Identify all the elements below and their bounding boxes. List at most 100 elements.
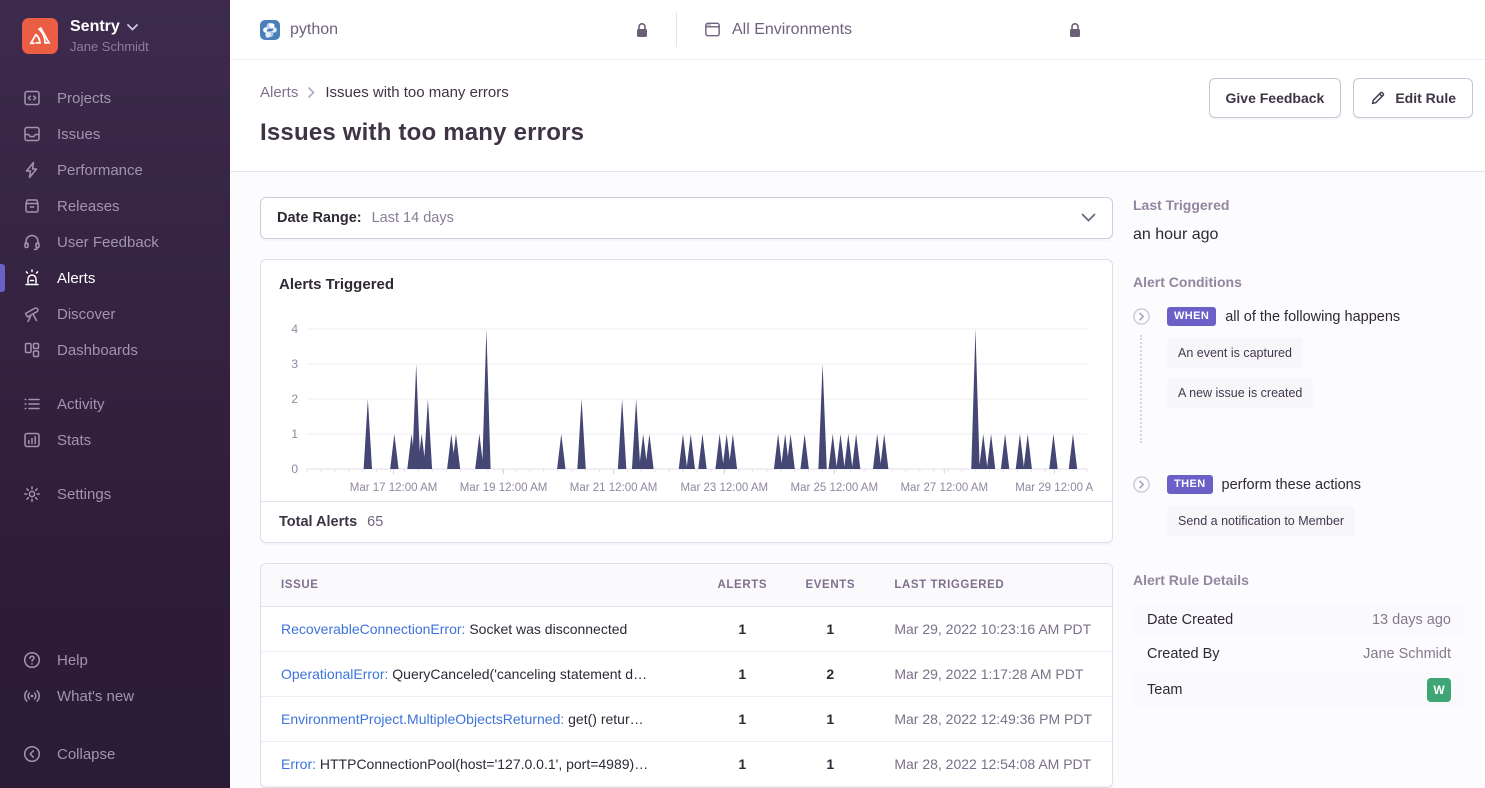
edit-rule-button[interactable]: Edit Rule <box>1353 78 1473 118</box>
events-count: 1 <box>786 606 875 652</box>
sidebar-item-dashboards[interactable]: Dashboards <box>0 332 230 368</box>
events-count: 1 <box>786 741 875 787</box>
topbar-divider <box>676 12 677 47</box>
col-events[interactable]: EVENTS <box>786 564 875 607</box>
project-selector[interactable]: python <box>260 19 650 40</box>
user-name: Jane Schmidt <box>70 39 149 54</box>
issue-description: HTTPConnectionPool(host='127.0.0.1', por… <box>319 756 649 772</box>
details-row: Date Created 13 days ago <box>1133 603 1465 637</box>
chevron-circle-icon[interactable] <box>1133 476 1150 493</box>
issue-link[interactable]: RecoverableConnectionError: <box>281 621 466 637</box>
sidebar-item-stats[interactable]: Stats <box>0 422 230 458</box>
sidebar-item-label: Performance <box>57 161 143 179</box>
alerts-triggered-chart: 0 1 2 3 4 Mar 17 12:00 AM Mar 19 12:00 AM Mar 2… <box>291 322 1093 494</box>
last-triggered-heading: Last Triggered <box>1133 197 1230 213</box>
then-condition-group: THEN perform these actions Send a notifi… <box>1133 475 1465 536</box>
date-range-value: Last 14 days <box>371 210 454 226</box>
sidebar-item-label: User Feedback <box>57 233 159 251</box>
give-feedback-button[interactable]: Give Feedback <box>1208 78 1342 118</box>
svg-text:0: 0 <box>291 462 298 476</box>
issue-link[interactable]: Error: <box>281 756 316 772</box>
issue-description: get() retur… <box>568 711 644 727</box>
sidebar-item-label: Projects <box>57 89 112 107</box>
alerts-count: 1 <box>698 696 787 742</box>
svg-text:Mar 25 12:00 AM: Mar 25 12:00 AM <box>790 482 878 494</box>
sidebar-item-label: Settings <box>57 485 112 503</box>
sidebar-item-settings[interactable]: Settings <box>0 476 230 512</box>
window-icon <box>705 22 720 37</box>
date-range-select[interactable]: Date Range: Last 14 days <box>260 197 1113 239</box>
svg-text:2: 2 <box>291 392 298 406</box>
chevron-circle-icon[interactable] <box>1133 308 1150 325</box>
sidebar-item-releases[interactable]: Releases <box>0 188 230 224</box>
events-count: 1 <box>786 696 875 742</box>
lock-icon[interactable] <box>634 21 650 39</box>
sidebar-item-label: Releases <box>57 197 120 215</box>
dashboards-icon <box>24 342 40 358</box>
sidebar-item-label: Stats <box>57 431 92 449</box>
svg-text:4: 4 <box>291 322 298 336</box>
issues-icon <box>24 126 40 142</box>
discover-icon <box>24 307 39 323</box>
chevron-down-icon <box>1081 213 1096 222</box>
col-issue[interactable]: ISSUE <box>261 564 699 607</box>
project-name: python <box>290 20 339 38</box>
issue-link[interactable]: OperationalError: <box>281 666 389 682</box>
sidebar-item-alerts[interactable]: Alerts <box>0 260 230 296</box>
lock-icon[interactable] <box>1067 21 1083 39</box>
svg-text:Mar 29 12:00 A: Mar 29 12:00 A <box>1015 482 1093 494</box>
sidebar-item-label: What's new <box>57 687 135 705</box>
last-triggered-cell: Mar 29, 2022 1:17:28 AM PDT <box>874 651 1112 697</box>
issue-cell: EnvironmentProject.MultipleObjectsReturn… <box>261 696 699 742</box>
svg-text:Mar 23 12:00 AM: Mar 23 12:00 AM <box>681 482 769 494</box>
col-alerts[interactable]: ALERTS <box>698 564 787 607</box>
sidebar-item-performance[interactable]: Performance <box>0 152 230 188</box>
table-row: Error: HTTPConnectionPool(host='127.0.0.… <box>261 741 1112 787</box>
sidebar-item-whats-new[interactable]: What's new <box>0 678 230 714</box>
sidebar-item-issues[interactable]: Issues <box>0 116 230 152</box>
svg-text:3: 3 <box>291 357 298 371</box>
total-alerts-label: Total Alerts <box>279 514 358 530</box>
svg-text:Mar 17 12:00 AM: Mar 17 12:00 AM <box>350 482 438 494</box>
issue-cell: OperationalError: QueryCanceled('canceli… <box>261 651 699 697</box>
settings-icon <box>24 486 40 502</box>
help-icon <box>23 651 41 669</box>
sidebar-item-activity[interactable]: Activity <box>0 386 230 422</box>
condition-pill: Send a notification to Member <box>1167 506 1356 536</box>
org-name: Sentry <box>70 18 120 35</box>
sidebar-collapse-button[interactable]: Collapse <box>0 736 230 772</box>
alerts-icon <box>25 269 39 286</box>
alerts-count: 1 <box>698 651 787 697</box>
sidebar-item-projects[interactable]: Projects <box>0 80 230 116</box>
alert-rule-details-heading: Alert Rule Details <box>1133 572 1249 588</box>
performance-icon <box>25 161 38 179</box>
condition-pill: A new issue is created <box>1167 378 1314 408</box>
give-feedback-label: Give Feedback <box>1225 90 1325 106</box>
table-header-row: ISSUE ALERTS EVENTS LAST TRIGGERED <box>261 564 1112 607</box>
page-title: Issues with too many errors <box>260 119 585 146</box>
sidebar-item-user-feedback[interactable]: User Feedback <box>0 224 230 260</box>
sidebar-item-label: Activity <box>57 395 105 413</box>
details-value: 13 days ago <box>1371 612 1451 628</box>
content: Date Range: Last 14 days Alerts Triggere… <box>230 172 1485 788</box>
when-badge: WHEN <box>1167 307 1217 326</box>
svg-text:1: 1 <box>291 427 298 441</box>
sidebar-item-discover[interactable]: Discover <box>0 296 230 332</box>
breadcrumb-alerts-link[interactable]: Alerts <box>260 84 299 101</box>
issue-link[interactable]: EnvironmentProject.MultipleObjectsReturn… <box>281 711 565 727</box>
environment-selector[interactable]: All Environments <box>703 20 1083 39</box>
org-switcher[interactable]: Sentry Jane Schmidt <box>0 18 230 54</box>
col-last-triggered[interactable]: LAST TRIGGERED <box>874 564 1112 607</box>
breadcrumb-current: Issues with too many errors <box>325 84 509 101</box>
environment-value: All Environments <box>732 20 853 38</box>
table-row: OperationalError: QueryCanceled('canceli… <box>261 651 1112 697</box>
projects-icon <box>24 90 40 106</box>
breadcrumb: Alerts Issues with too many errors <box>260 84 1465 101</box>
table-row: RecoverableConnectionError: Socket was d… <box>261 606 1112 652</box>
sidebar-item-help[interactable]: Help <box>0 642 230 678</box>
chevron-down-icon <box>126 23 138 31</box>
sidebar-item-label: Collapse <box>57 745 116 763</box>
details-panel: Last Triggered an hour ago Alert Conditi… <box>1133 197 1465 788</box>
last-triggered-cell: Mar 28, 2022 12:54:08 AM PDT <box>874 741 1112 787</box>
